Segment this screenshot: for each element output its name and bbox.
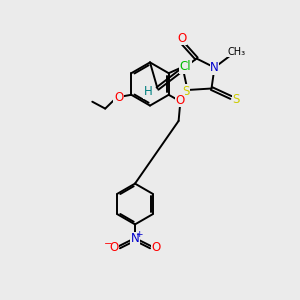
Text: N: N (130, 232, 140, 245)
Text: +: + (136, 230, 143, 239)
Text: Cl: Cl (179, 60, 191, 73)
Text: O: O (176, 94, 185, 107)
Text: N: N (210, 61, 219, 74)
Text: −: − (103, 239, 112, 249)
Text: O: O (152, 241, 160, 254)
Text: O: O (177, 32, 186, 45)
Text: H: H (143, 85, 152, 98)
Text: S: S (233, 93, 240, 106)
Text: O: O (114, 91, 123, 104)
Text: O: O (110, 241, 118, 254)
Text: CH₃: CH₃ (228, 46, 246, 57)
Text: S: S (182, 85, 190, 98)
